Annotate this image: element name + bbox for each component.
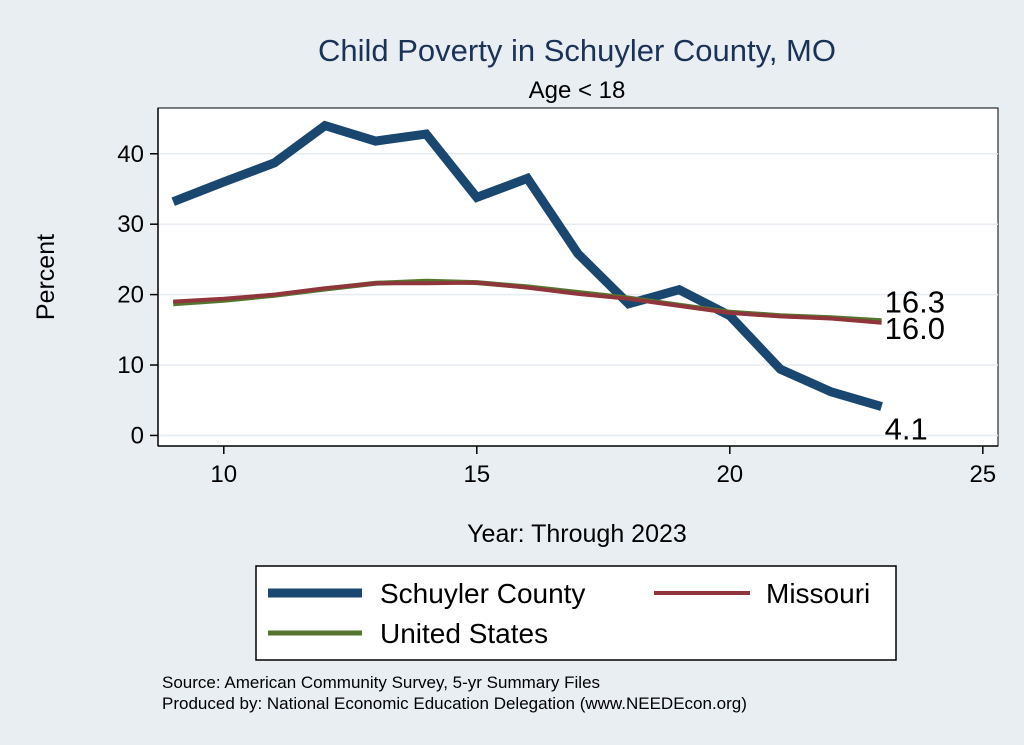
legend-label-schuyler: Schuyler County [380,578,585,609]
x-axis-label: Year: Through 2023 [467,520,687,548]
end-label-missouri: 16.0 [885,311,945,346]
axes [157,108,998,447]
chart-title: Child Poverty in Schuyler County, MO [318,33,836,68]
x-ticks: 10 15 20 25 [210,446,996,488]
end-label-united-states: 16.3 [885,285,945,320]
produced-by-note: Produced by: National Economic Education… [162,694,747,713]
series-line-schuyler-county [171,120,883,411]
x-tick-label-15: 15 [463,461,490,488]
y-tick-label-0: 0 [131,422,144,449]
series-line-missouri [173,280,882,325]
y-tick-label-10: 10 [117,352,144,379]
end-labels: 4.1 16.016.3 [885,285,945,447]
series-lines [171,120,883,411]
chart-subtitle: Age < 18 [529,77,626,104]
y-tick-label-40: 40 [117,141,144,168]
y-tick-label-30: 30 [117,211,144,238]
legend-box [255,565,897,661]
legend-label-us: United States [380,618,548,649]
legend: Schuyler County Missouri United States [255,565,897,661]
end-label-schuyler-county: 4.1 [885,412,928,447]
x-tick-label-20: 20 [716,461,743,488]
x-tick-label-10: 10 [210,461,237,488]
y-axis-label: Percent [32,234,60,320]
legend-label-missouri: Missouri [766,578,870,609]
source-note: Source: American Community Survey, 5-yr … [162,673,600,692]
plot-area [157,107,999,447]
y-tick-label-20: 20 [117,282,144,309]
x-tick-label-25: 25 [969,461,996,488]
y-ticks: 0 10 20 30 40 [117,141,158,449]
